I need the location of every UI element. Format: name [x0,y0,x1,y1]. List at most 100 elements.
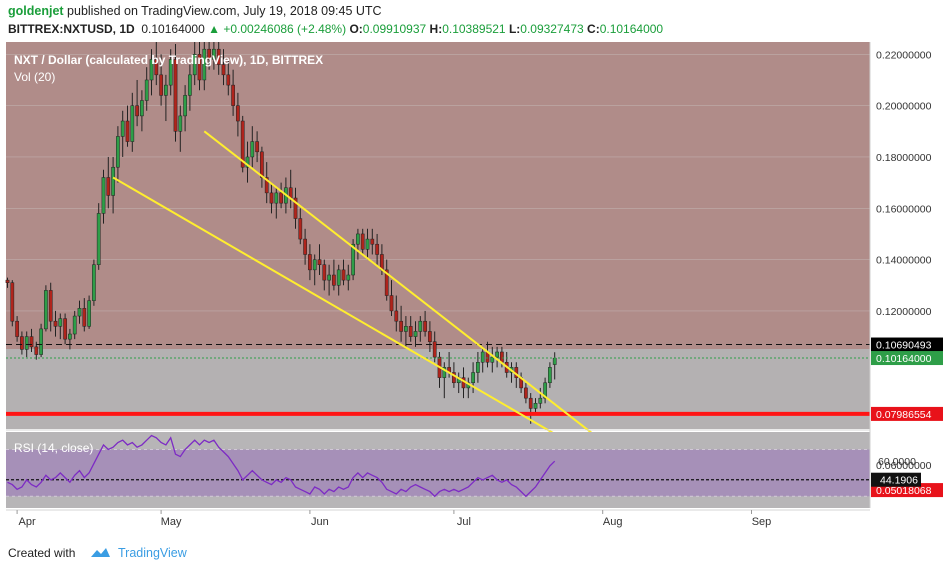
candle-body [87,300,91,327]
created-with-text: Created with [8,546,76,560]
tradingview-brand[interactable]: TradingView [118,546,187,560]
candle-body [269,192,274,204]
candle-body [173,59,178,132]
candle-body [351,243,355,276]
trendline[interactable] [203,130,647,476]
candle-body [159,74,163,96]
price-label-bg [871,351,943,366]
candle-body [418,320,423,332]
candle-body [53,320,58,327]
open-value: 0.09910937 [362,22,427,36]
candle-body [178,115,183,132]
candle-body [168,59,173,86]
candle-body [370,238,375,245]
candle-body [116,136,120,168]
candle-body [63,318,67,340]
candle-body [432,341,437,358]
candle-body [332,274,336,286]
candle-body [58,318,63,327]
candle-body [490,356,495,363]
price-tick: 0.16000000 [876,203,932,215]
candle-body [327,274,331,281]
candle-body [77,308,82,317]
price-label-bg [871,337,943,352]
candle-body [212,48,216,60]
price-label: 0.07986554 [876,409,932,421]
candle-body [399,320,403,332]
candle-body [44,290,48,330]
candle-body [480,351,485,363]
candle-body [404,326,408,332]
candle-body [428,331,432,342]
time-label: Sep [752,516,772,528]
candle-body [548,367,552,384]
candle-body [135,105,139,117]
footer: Created with TradingView [0,534,947,571]
candle-body [264,177,269,194]
candle-body [303,238,307,255]
candle-body [408,326,413,337]
author-name[interactable]: goldenjet [8,4,64,18]
candle-body [495,351,499,358]
candle-body [423,320,427,332]
candle-body [96,213,101,265]
candle-body [15,320,19,337]
candle-body [72,315,77,335]
candle-body [231,84,235,106]
candle-body [240,120,245,168]
candle-body [336,269,341,286]
rsi-series [7,434,556,498]
price-label: 0.05018068 [876,485,932,497]
chart-area[interactable]: 0.22000000 0.20000000 0.18000000 0.16000000… [0,41,947,534]
volume-legend: Vol (20) [14,70,55,84]
time-label: Jun [311,516,329,528]
candle-body [111,166,115,196]
candle-body [236,105,240,122]
candle-body [149,59,154,81]
candle-body [471,372,475,384]
candle-body [413,331,418,337]
candlestick-chart[interactable]: 0.22000000 0.20000000 0.18000000 0.16000000… [0,41,947,534]
candle-body [226,74,231,86]
close-value: 0.10164000 [599,22,664,36]
rsi-legend: RSI (14, close) [14,441,93,455]
candle-body [221,64,226,76]
candle-body [317,259,322,265]
tradingview-cloud-icon[interactable] [88,545,112,559]
candle-body [39,328,43,355]
price-axis[interactable]: 0.22000000 0.20000000 0.18000000 0.16000000… [876,49,932,472]
candle-body [375,243,379,255]
last-price: 0.10164000 [141,22,205,36]
candle-body [144,79,149,101]
price-tick: 0.22000000 [876,49,932,61]
candle-body [384,269,389,296]
price-tick: 0.20000000 [876,101,932,113]
candle-body [106,177,111,196]
candle-body [10,282,15,322]
candle-body [528,397,533,409]
rsi-axis[interactable]: 60.0000 44.1906 [871,456,921,487]
candle-body [346,274,351,281]
price-change: ▲ +0.00246086 (+2.48%) [208,22,347,36]
open-label: O: [349,22,363,36]
candle-body [48,290,53,322]
candle-body [29,336,34,348]
candle-body [312,259,317,271]
time-label: Apr [19,516,36,528]
publish-line: goldenjet published on TradingView.com, … [8,4,382,18]
candle-body [34,346,39,355]
candle-body [293,197,298,219]
rsi-tick: 60.0000 [878,456,916,468]
low-label: L: [508,22,521,36]
candle-body [533,403,538,409]
candle-body [524,387,528,399]
candle-body [188,74,192,96]
time-axis[interactable]: Apr May Jun Jul Aug Sep [6,509,870,528]
candle-body [164,84,168,96]
candle-body [279,192,283,204]
price-tick: 0.06000000 [876,460,932,472]
candle-body [68,333,72,340]
candle-body [538,397,543,404]
candle-body [24,336,29,350]
time-label: May [161,516,182,528]
